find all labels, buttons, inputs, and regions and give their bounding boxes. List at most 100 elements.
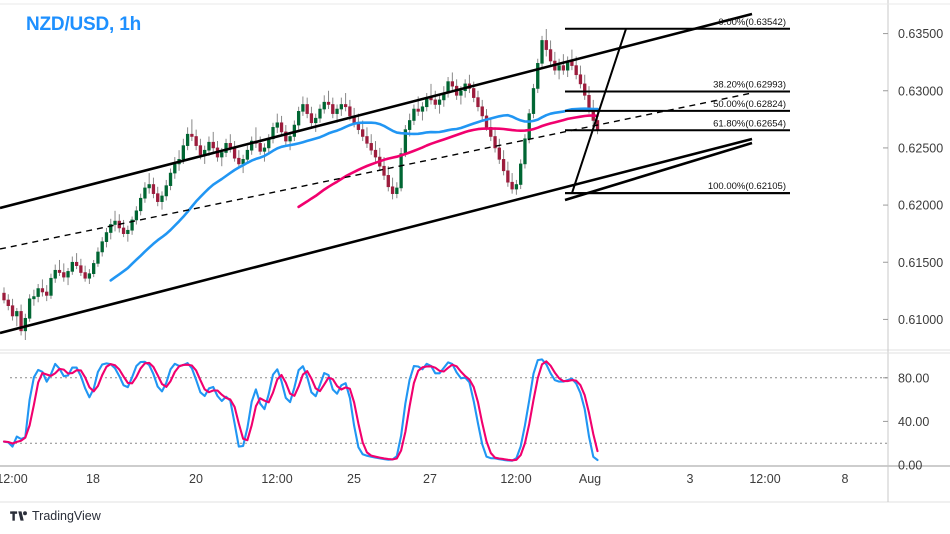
- candle-body: [190, 133, 194, 137]
- candle-body: [318, 108, 322, 119]
- candle-body: [224, 143, 228, 153]
- candle-body: [523, 138, 527, 165]
- fib-level-label: 38.20%(0.62993): [713, 80, 786, 91]
- candle-body: [365, 136, 369, 144]
- candle-body: [531, 88, 536, 114]
- candle-body: [561, 65, 566, 71]
- candle-body: [134, 210, 139, 221]
- candle-body: [138, 197, 143, 212]
- candle-body: [160, 195, 164, 202]
- time-axis-label: 27: [423, 472, 437, 486]
- candle-body: [348, 106, 352, 117]
- candle-body: [305, 104, 309, 114]
- candle-body: [45, 291, 49, 296]
- candle-body: [484, 115, 489, 128]
- indicator-axis-label: 80.00: [898, 371, 929, 385]
- candle-body: [181, 145, 185, 160]
- candle-body: [416, 108, 420, 112]
- candle-body: [6, 299, 10, 306]
- candle-body: [506, 170, 510, 183]
- candle-body: [40, 288, 45, 293]
- candle-body: [96, 251, 100, 264]
- candle-body: [437, 99, 442, 105]
- candle-body: [433, 99, 437, 105]
- candle-body: [395, 187, 399, 194]
- candle-body: [275, 122, 279, 128]
- candle-body: [104, 232, 109, 242]
- price-axis-label: 0.61500: [898, 256, 943, 270]
- candle-body: [147, 184, 151, 189]
- candle-body: [519, 163, 523, 185]
- candle-body: [514, 184, 519, 190]
- fib-level-label: 50.00%(0.62824): [713, 99, 786, 110]
- candle-body: [314, 117, 318, 124]
- candle-body: [92, 263, 96, 274]
- candle-body: [100, 241, 104, 253]
- candle-body: [527, 113, 531, 140]
- candle-body: [113, 220, 117, 225]
- candle-body: [262, 147, 267, 152]
- time-axis-label: 20: [189, 472, 203, 486]
- candle-body: [126, 229, 130, 234]
- channel-midline-dashed[interactable]: [0, 92, 753, 250]
- candle-body: [27, 298, 32, 319]
- candle-body: [331, 104, 335, 114]
- inner-channel-line[interactable]: [564, 141, 753, 202]
- candle-body: [70, 261, 74, 272]
- candle-body: [62, 272, 66, 278]
- candle-body: [23, 317, 28, 332]
- time-axis-label: 12:00: [261, 472, 292, 486]
- fib-level-label: 61.80%(0.62654): [713, 118, 786, 129]
- moving-average-slow-line: [297, 114, 599, 209]
- candle-body: [279, 122, 284, 133]
- candle-body: [296, 111, 301, 126]
- candle-body: [557, 65, 561, 71]
- candle-body: [74, 261, 79, 266]
- candle-body: [288, 136, 292, 142]
- channel-lower-line[interactable]: [0, 137, 753, 335]
- candle-body: [510, 181, 514, 190]
- candle-body: [15, 311, 19, 317]
- candle-body: [536, 63, 540, 89]
- price-axis-label: 0.63500: [898, 27, 943, 41]
- time-axis-label: 3: [687, 472, 694, 486]
- candle-body: [335, 108, 339, 114]
- candle-body: [211, 141, 215, 149]
- page-title: NZD/USD, 1h: [26, 14, 141, 35]
- moving-average-fast-line: [109, 107, 599, 282]
- candle-body: [220, 152, 224, 158]
- candle-body: [382, 165, 386, 176]
- candle-body: [476, 97, 480, 108]
- candle-body: [501, 159, 506, 172]
- candle-body: [480, 106, 484, 117]
- candle-body: [583, 83, 587, 96]
- candle-body: [151, 184, 156, 194]
- candle-body: [540, 40, 544, 64]
- candle-body: [36, 288, 40, 297]
- candle-body: [412, 108, 416, 121]
- time-axis-label: 8: [842, 472, 849, 486]
- candle-body: [399, 153, 403, 189]
- candle-body: [301, 104, 305, 112]
- candle-body: [369, 143, 373, 151]
- tradingview-logo-text: TradingView: [32, 509, 101, 523]
- candle-body: [130, 219, 134, 231]
- candle-body: [493, 136, 497, 149]
- fib-level-label: 100.00%(0.62105): [708, 181, 786, 192]
- candle-body: [207, 141, 211, 151]
- candle-body: [459, 90, 463, 96]
- candle-body: [309, 113, 314, 124]
- candle-body: [109, 224, 113, 233]
- indicator-axis-label: 40.00: [898, 415, 929, 429]
- fib-level-label: 0.00%(0.63542): [718, 17, 786, 28]
- candle-body: [587, 95, 591, 110]
- fib-trend-leg[interactable]: [571, 28, 627, 194]
- candle-body: [284, 131, 288, 142]
- candle-body: [326, 101, 331, 105]
- stochastic-d-line: [2, 360, 599, 462]
- candle-body: [83, 272, 87, 279]
- candle-body: [66, 271, 70, 278]
- candle-body: [322, 101, 326, 110]
- channel-upper-line[interactable]: [0, 12, 753, 210]
